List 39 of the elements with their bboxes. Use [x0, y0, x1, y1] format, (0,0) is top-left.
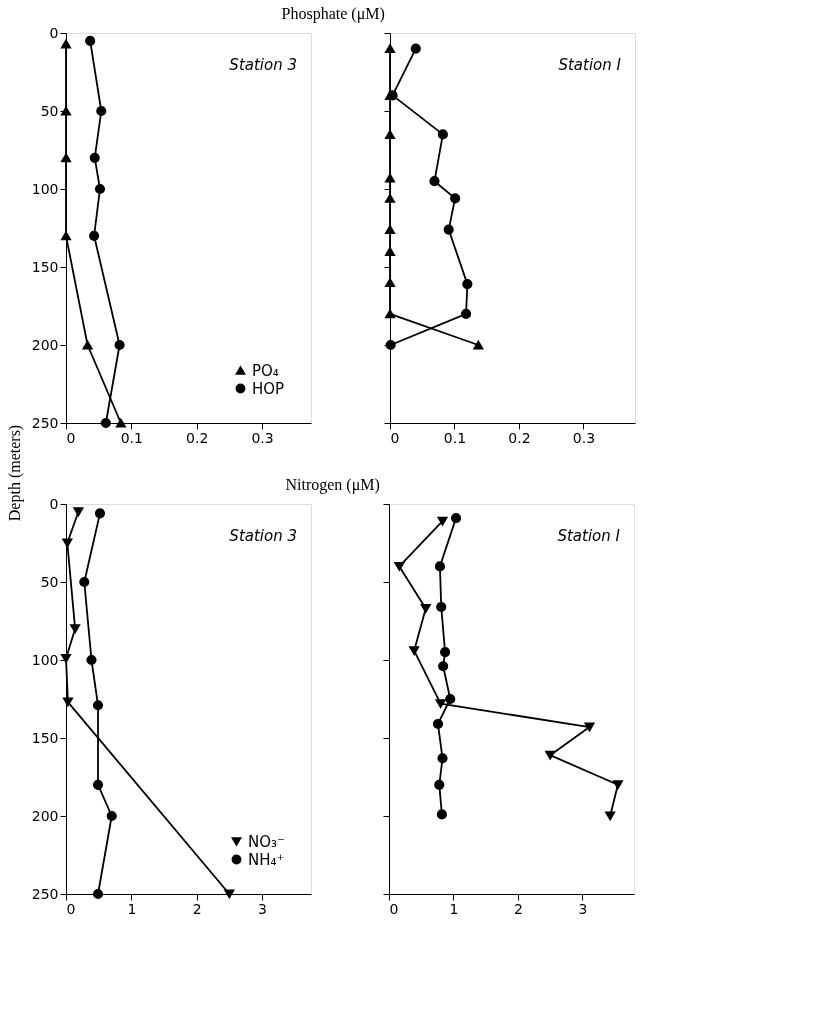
y-tick-label: 150 — [31, 258, 59, 275]
x-tick-label: 0 — [389, 900, 399, 917]
y-tick-label: 250 — [31, 414, 59, 431]
x-tick-label: 0.2 — [508, 429, 531, 446]
y-tick-label: 100 — [31, 651, 59, 668]
x-tick-label: 0 — [66, 429, 76, 446]
x-tick-label: 0 — [390, 429, 400, 446]
x-tick-label: 3 — [258, 900, 267, 917]
y-tick-label: 100 — [31, 180, 59, 197]
annotation: Station I — [558, 56, 622, 74]
y-tick-label: 200 — [31, 807, 59, 824]
y-tick-label: 250 — [31, 885, 59, 902]
y-tick-label: 0 — [49, 495, 59, 512]
y-tick-label: 0 — [49, 24, 59, 41]
x-tick-label: 0.3 — [251, 429, 274, 446]
x-tick-label: 0.3 — [572, 429, 596, 446]
y-tick-label: 150 — [31, 729, 59, 746]
chart-title: Phosphate (μM) — [281, 4, 385, 23]
y-tick-label: 50 — [40, 573, 59, 590]
x-tick-label: 0.2 — [186, 429, 209, 446]
x-tick-label: 0.1 — [120, 429, 143, 446]
x-tick-label: 2 — [513, 900, 523, 917]
legend-label: NO₃⁻ — [248, 832, 285, 851]
annotation: Station 3 — [229, 56, 297, 74]
legend-label: HOP — [252, 379, 285, 398]
y-axis-title: Depth (meters) — [6, 424, 24, 522]
y-tick-label: 200 — [31, 336, 59, 353]
annotation: Station 3 — [229, 527, 297, 545]
chart-title: Nitrogen (μM) — [285, 475, 380, 494]
y-tick-label: 50 — [40, 102, 59, 119]
annotation: Station I — [557, 527, 621, 545]
x-tick-label: 1 — [127, 900, 137, 917]
x-tick-label: 1 — [449, 900, 459, 917]
x-tick-label: 0 — [66, 900, 76, 917]
x-tick-label: 0.1 — [443, 429, 467, 446]
x-tick-label: 2 — [192, 900, 202, 917]
legend-label: PO₄ — [252, 361, 279, 380]
x-tick-label: 3 — [578, 900, 588, 917]
legend-label: NH₄⁺ — [248, 850, 285, 869]
